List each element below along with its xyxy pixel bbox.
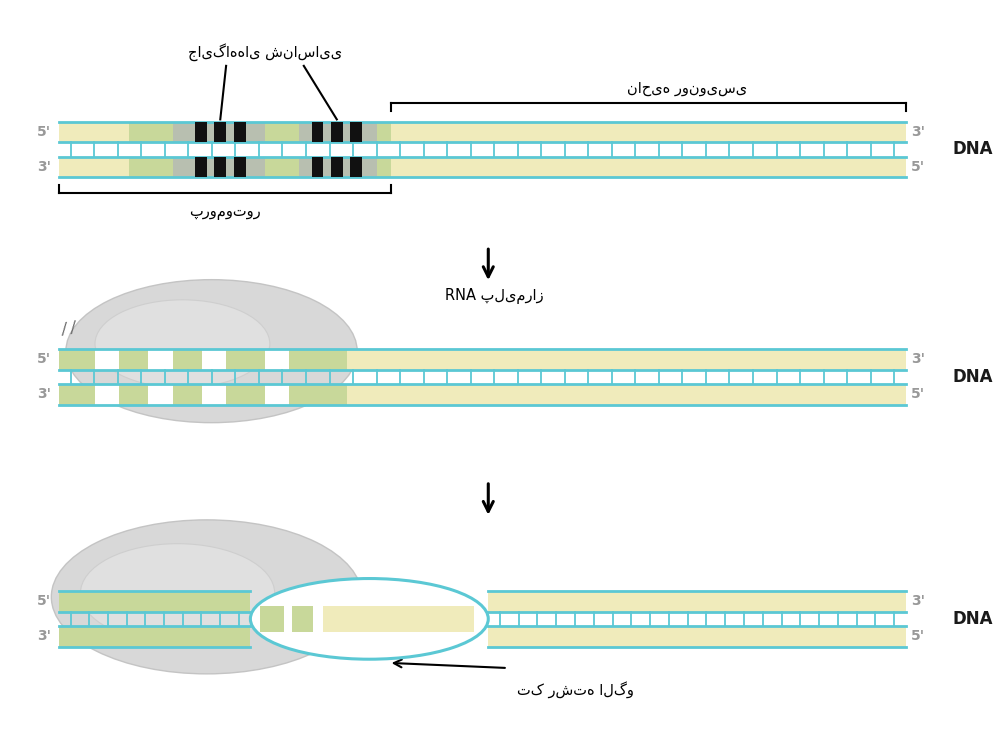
Bar [214, 157, 226, 177]
Text: تک رشته الگو: تک رشته الگو [517, 681, 634, 698]
Bar [265, 349, 289, 370]
Text: 5': 5' [911, 630, 925, 644]
Text: 3': 3' [37, 387, 51, 401]
Text: 3': 3' [911, 353, 925, 367]
Text: / /: / / [60, 321, 78, 338]
Text: DNA: DNA [952, 610, 993, 628]
Text: DNA: DNA [952, 368, 993, 386]
Bar [331, 122, 343, 142]
Text: DNA: DNA [952, 140, 993, 158]
Ellipse shape [51, 520, 362, 674]
Bar [234, 122, 246, 142]
Bar [312, 122, 323, 142]
Ellipse shape [95, 300, 270, 388]
Text: 5': 5' [37, 594, 51, 608]
Bar [312, 157, 323, 177]
Bar [350, 157, 362, 177]
Bar [95, 384, 119, 405]
Bar [129, 157, 391, 177]
Bar [202, 349, 226, 370]
Bar [95, 349, 119, 370]
Text: 3': 3' [911, 594, 925, 608]
Text: 5': 5' [37, 353, 51, 367]
Ellipse shape [250, 579, 488, 659]
Bar [59, 157, 906, 177]
Bar [148, 384, 173, 405]
Bar [195, 157, 207, 177]
Text: 5': 5' [911, 387, 925, 401]
Bar [173, 157, 265, 177]
Bar [202, 384, 226, 405]
Bar [59, 349, 347, 370]
Bar [350, 122, 362, 142]
Bar [299, 122, 377, 142]
Text: ناحیه رونویسی: ناحیه رونویسی [627, 81, 747, 96]
Text: 3': 3' [37, 630, 51, 644]
Bar [59, 349, 906, 370]
Bar [59, 122, 906, 142]
Bar [129, 122, 391, 142]
Bar [59, 591, 250, 612]
Bar [59, 626, 250, 647]
Bar [234, 157, 246, 177]
Bar [299, 157, 377, 177]
Bar [488, 591, 906, 612]
Bar [323, 606, 474, 632]
Text: 5': 5' [911, 160, 925, 174]
Text: جایگاه‌های شناسایی: جایگاه‌های شناسایی [188, 44, 342, 61]
Ellipse shape [80, 544, 275, 643]
Text: 5': 5' [37, 125, 51, 139]
Bar [488, 626, 906, 647]
Bar [331, 157, 343, 177]
Bar [195, 122, 207, 142]
Text: 3': 3' [911, 125, 925, 139]
Ellipse shape [66, 279, 357, 423]
Bar [148, 349, 173, 370]
Bar [260, 606, 284, 632]
Bar [214, 122, 226, 142]
Bar [59, 591, 250, 612]
Bar [59, 384, 347, 405]
Bar [265, 384, 289, 405]
Bar [59, 384, 906, 405]
Text: 3': 3' [37, 160, 51, 174]
Text: پروموتور: پروموتور [189, 205, 261, 220]
Text: RNA پلی‌مراز: RNA پلی‌مراز [445, 288, 543, 304]
Bar [59, 626, 250, 647]
Bar [173, 122, 265, 142]
Bar [292, 606, 313, 632]
